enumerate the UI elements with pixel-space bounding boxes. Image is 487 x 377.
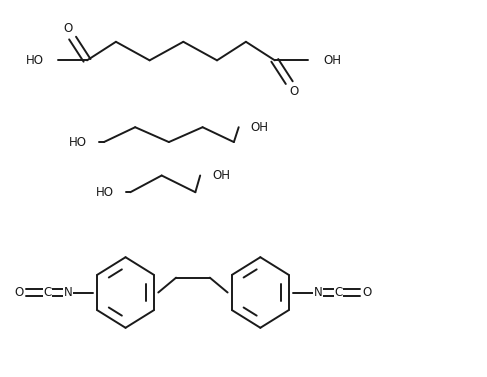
Text: O: O <box>289 86 299 98</box>
Text: O: O <box>63 22 73 35</box>
Text: O: O <box>14 286 23 299</box>
Text: OH: OH <box>251 121 269 134</box>
Text: N: N <box>63 286 72 299</box>
Text: OH: OH <box>212 169 230 182</box>
Text: HO: HO <box>95 186 113 199</box>
Text: HO: HO <box>69 136 87 149</box>
Text: O: O <box>363 286 372 299</box>
Text: C: C <box>334 286 342 299</box>
Text: C: C <box>43 286 52 299</box>
Text: N: N <box>314 286 322 299</box>
Text: HO: HO <box>26 54 44 67</box>
Text: OH: OH <box>323 54 341 67</box>
